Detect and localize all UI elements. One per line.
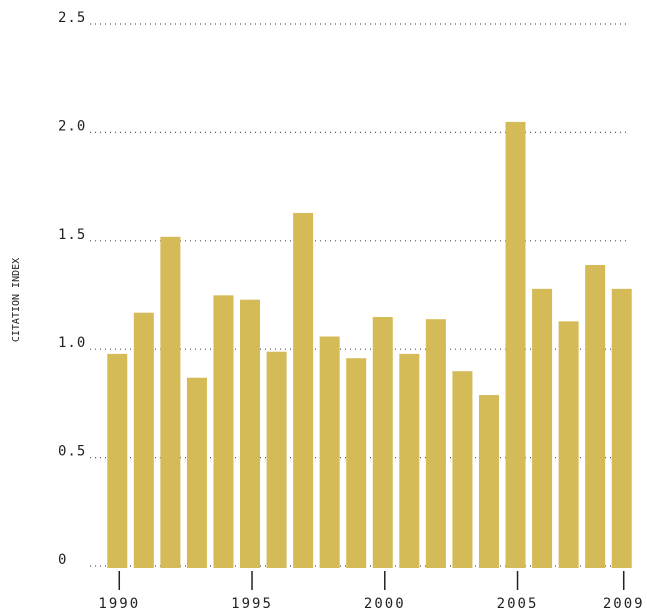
x-tick-label: 2000: [364, 596, 406, 612]
y-tick-label: 1.0: [58, 335, 86, 351]
bar: [293, 212, 314, 568]
bar: [346, 358, 367, 568]
bar: [266, 351, 287, 568]
bar: [558, 321, 579, 568]
x-tick-label: 1990: [98, 596, 140, 612]
bar: [240, 299, 261, 568]
bar: [505, 121, 526, 569]
bar: [213, 295, 234, 568]
x-tick-label: 1995: [231, 596, 273, 612]
x-tick-label: 2005: [497, 596, 539, 612]
bar: [532, 288, 553, 568]
bar: [425, 319, 446, 568]
bar: [186, 377, 207, 568]
y-tick-label: 2.0: [58, 118, 86, 134]
bar: [399, 353, 420, 568]
bar: [319, 336, 340, 568]
bar: [585, 264, 606, 568]
bar: [133, 312, 154, 568]
bar: [478, 395, 499, 568]
bar: [107, 353, 128, 568]
bar: [452, 371, 473, 568]
x-tick-label: 2009: [603, 596, 645, 612]
bar: [611, 288, 632, 568]
y-tick-label: 0: [58, 552, 67, 568]
y-tick-label: 1.5: [58, 227, 86, 243]
y-tick-label: 0.5: [58, 444, 86, 460]
bar: [160, 236, 181, 569]
y-tick-label: 2.5: [58, 10, 86, 26]
y-axis-label: CITATION INDEX: [11, 258, 22, 342]
bar: [372, 317, 393, 568]
